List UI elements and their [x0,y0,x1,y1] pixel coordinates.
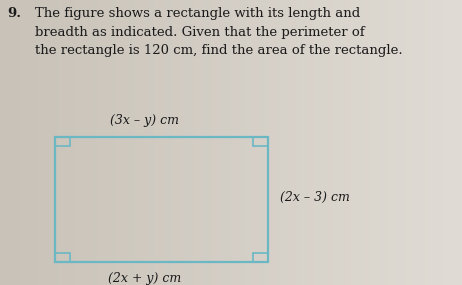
Bar [55,253,70,262]
Bar [55,137,70,146]
Text: (2x + y) cm: (2x + y) cm [108,272,181,285]
Bar [253,253,268,262]
Bar [253,137,268,146]
Text: (2x – 3) cm: (2x – 3) cm [280,190,349,203]
Text: The figure shows a rectangle with its length and
breadth as indicated. Given tha: The figure shows a rectangle with its le… [35,7,402,57]
Bar [55,137,268,262]
Text: (3x – y) cm: (3x – y) cm [110,114,179,127]
Text: 9.: 9. [7,7,21,20]
